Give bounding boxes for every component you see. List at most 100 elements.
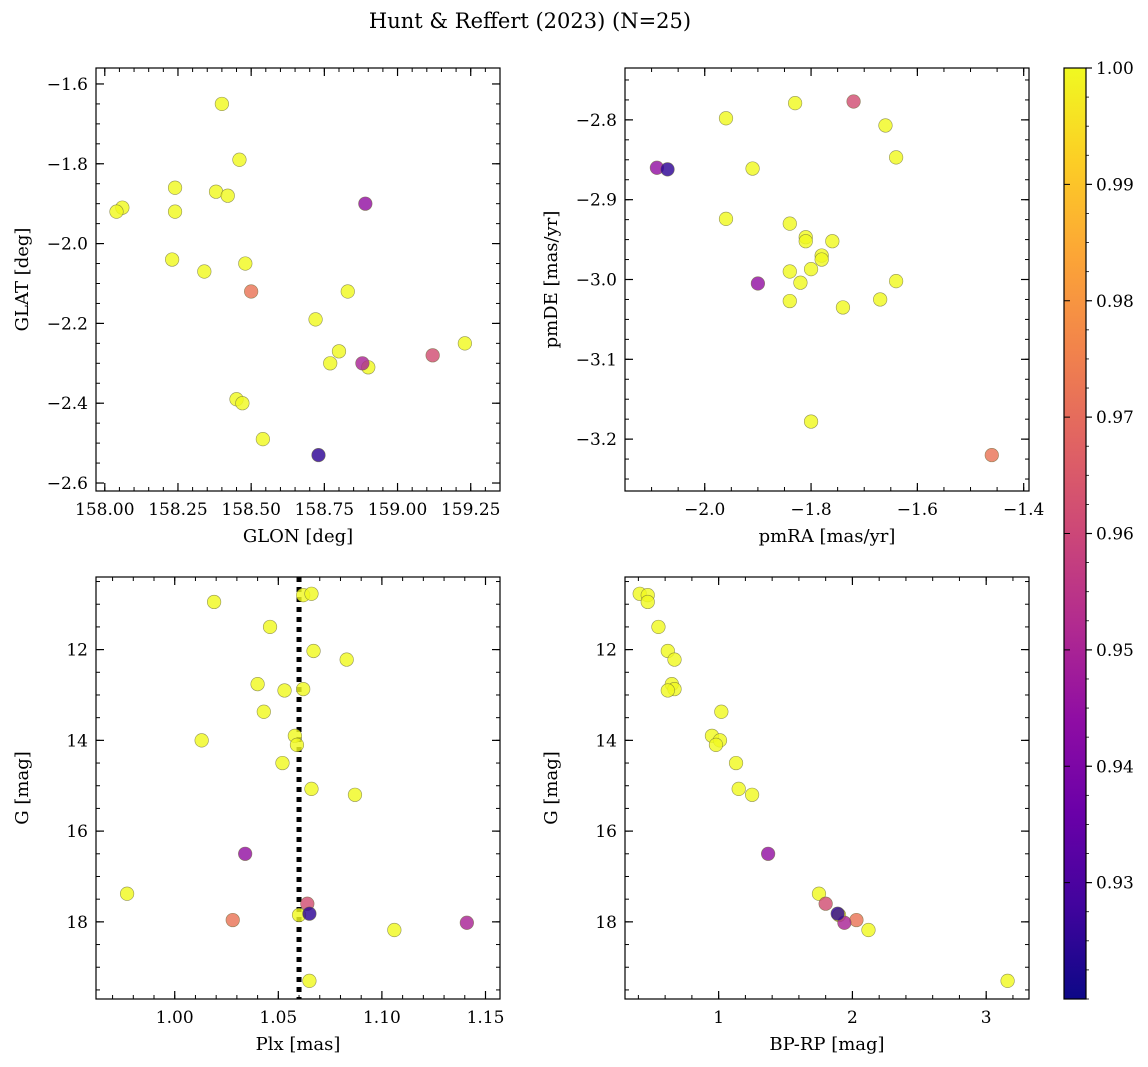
data-point [651, 619, 666, 635]
x-tick-label: 158.25 [148, 500, 207, 520]
data-point [206, 594, 222, 610]
data-point [811, 886, 827, 901]
panel-pmra-pmde: −2.0 −1.8 −1.6 −1.4 −3.2 −3.1 −3.0 −2.9 −2.8 pmRA… [541, 67, 1044, 547]
scatter-points [649, 94, 999, 463]
data-point [256, 704, 271, 719]
data-point [347, 787, 363, 802]
x-tick-label: 3 [981, 1008, 992, 1028]
data-point [296, 681, 311, 697]
x-axis-label: pmRA [mas/yr] [759, 526, 896, 547]
figure-title: Hunt & Reffert (2023) (N=25) [369, 9, 691, 33]
data-point [304, 586, 319, 601]
x-axis-label: Plx [mas] [256, 1034, 341, 1055]
x-tick-label: −1.8 [790, 500, 831, 520]
y-tick-label: −2.9 [576, 191, 617, 211]
data-point [640, 594, 655, 610]
x-tick-label: −1.4 [1003, 500, 1044, 520]
y-tick-label: −2.0 [47, 235, 88, 255]
data-point [984, 447, 999, 463]
x-tick-label: 1.15 [467, 1008, 505, 1028]
x-tick-label: 159.00 [368, 500, 427, 520]
data-point [167, 204, 183, 219]
data-point [289, 737, 305, 752]
x-tick-label: −2.0 [684, 500, 725, 520]
data-point [761, 846, 776, 861]
data-point [718, 111, 734, 126]
x-tick-label: 158.50 [221, 500, 280, 520]
data-point [878, 118, 893, 133]
data-point [1000, 973, 1015, 988]
data-point [167, 180, 183, 195]
data-point [714, 704, 729, 719]
y-tick-label: 18 [595, 913, 617, 933]
data-point [250, 676, 265, 692]
data-point [745, 161, 760, 176]
data-point [355, 356, 370, 371]
x-axis-label: GLON [deg] [243, 526, 353, 547]
data-point [825, 234, 840, 249]
data-point [889, 273, 904, 289]
data-point [275, 755, 290, 771]
data-point [238, 256, 253, 271]
y-tick-label: −2.6 [47, 474, 88, 494]
scatter-points [119, 586, 474, 988]
y-tick-label: −3.1 [576, 350, 617, 370]
y-axis-label: GLAT [deg] [12, 228, 33, 332]
y-tick-label: −2.2 [47, 314, 88, 334]
x-tick-label: 1.05 [259, 1008, 297, 1028]
plot-frame [624, 576, 1030, 1000]
data-point [788, 96, 803, 111]
colorbar-tick-label: 0.98 [1096, 292, 1134, 312]
y-tick-label: −3.0 [576, 271, 617, 291]
y-tick-label: 12 [595, 641, 617, 661]
y-tick-label: 16 [595, 822, 617, 842]
y-axis-label: G [mag] [541, 751, 562, 824]
data-point [814, 252, 829, 267]
plot-frame [95, 67, 501, 492]
data-point [861, 922, 876, 938]
data-point [425, 348, 440, 363]
data-point [798, 234, 813, 249]
y-tick-label: −2.4 [47, 394, 88, 414]
data-point [849, 912, 864, 928]
data-point [165, 252, 180, 267]
data-point [782, 216, 797, 231]
data-point [308, 312, 323, 327]
scatter-points [109, 96, 472, 463]
x-tick-label: 158.75 [295, 500, 354, 520]
data-point [302, 973, 317, 988]
x-tick-label: 159.25 [441, 500, 500, 520]
data-point [194, 733, 209, 748]
y-axis-label: G [mag] [12, 751, 33, 824]
data-point [109, 204, 124, 219]
colorbar-tick-label: 0.95 [1096, 641, 1134, 661]
data-point [262, 619, 278, 635]
plot-frame [624, 67, 1030, 492]
data-point [889, 150, 904, 165]
data-point [302, 906, 317, 921]
data-point [728, 755, 744, 771]
panel-glon-glat: 158.00 158.25 158.50 158.75 159.00 159.25 −2.6… [12, 67, 501, 547]
data-point [214, 96, 229, 112]
x-tick-label: −1.6 [897, 500, 938, 520]
data-point [244, 284, 259, 299]
data-point [660, 683, 675, 698]
x-tick-label: 1 [713, 1008, 724, 1028]
colorbar-tick-label: 0.94 [1096, 757, 1134, 777]
x-tick-label: 2 [847, 1008, 858, 1028]
panel-plx-g: 1.00 1.05 1.10 1.15 12 14 16 18 Plx [mas] G [mag] [12, 576, 505, 1055]
data-point [873, 292, 888, 307]
data-point [830, 906, 845, 921]
x-tick-label: 1.10 [363, 1008, 401, 1028]
y-tick-label: −1.6 [47, 75, 88, 95]
data-point [835, 300, 851, 315]
data-point [731, 781, 746, 797]
data-point [803, 414, 819, 429]
colorbar-tick-label: 1.00 [1096, 59, 1134, 79]
y-tick-label: −2.8 [576, 111, 617, 131]
colorbar-tick-label: 0.97 [1096, 408, 1134, 428]
colorbar-tick-label: 0.93 [1096, 874, 1134, 894]
data-point [255, 432, 270, 447]
